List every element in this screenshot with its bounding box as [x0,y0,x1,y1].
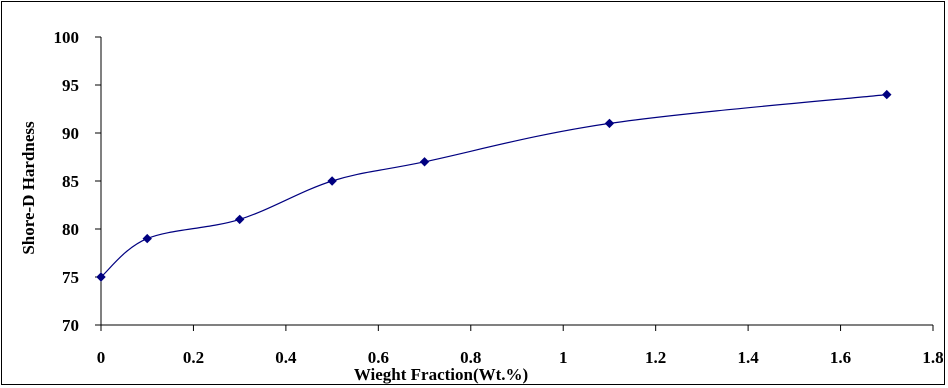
y-tick-label: 95 [62,76,79,95]
data-point-marker [234,214,245,225]
x-tick-label: 1.2 [645,348,666,367]
x-tick-label: 0.6 [368,348,389,367]
y-axis-title: Shore-D Hardness [19,121,38,255]
data-point-marker [882,89,892,100]
y-tick-label: 100 [54,28,80,47]
y-tick-label: 80 [62,220,79,239]
data-point-marker [604,118,615,129]
x-tick-label: 1.6 [830,348,851,367]
x-tick-label: 1.4 [737,348,759,367]
series-line [100,94,887,278]
x-tick-label: 0.4 [275,348,297,367]
y-tick-label: 85 [62,172,79,191]
data-point-marker [327,176,337,186]
y-ticks: 70 75 80 85 90 95 100 [54,28,101,335]
data-point-marker [96,272,106,282]
series-group [96,89,892,282]
data-point-marker [142,233,152,244]
data-point-marker [419,157,430,167]
axes [100,37,933,326]
x-tick-label: 1 [559,348,568,367]
y-tick-label: 90 [62,124,79,143]
x-ticks: 0 0.2 0.4 0.6 0.8 1 1.2 1.4 1.6 1.8 [97,325,944,367]
x-tick-label: 0 [97,348,106,367]
x-tick-label: 0.8 [460,348,481,367]
y-tick-label: 70 [62,316,79,335]
x-tick-label: 1.8 [922,348,943,367]
x-axis-title: Wieght Fraction(Wt.%) [354,365,528,384]
y-tick-label: 75 [62,268,79,287]
x-tick-label: 0.2 [183,348,204,367]
